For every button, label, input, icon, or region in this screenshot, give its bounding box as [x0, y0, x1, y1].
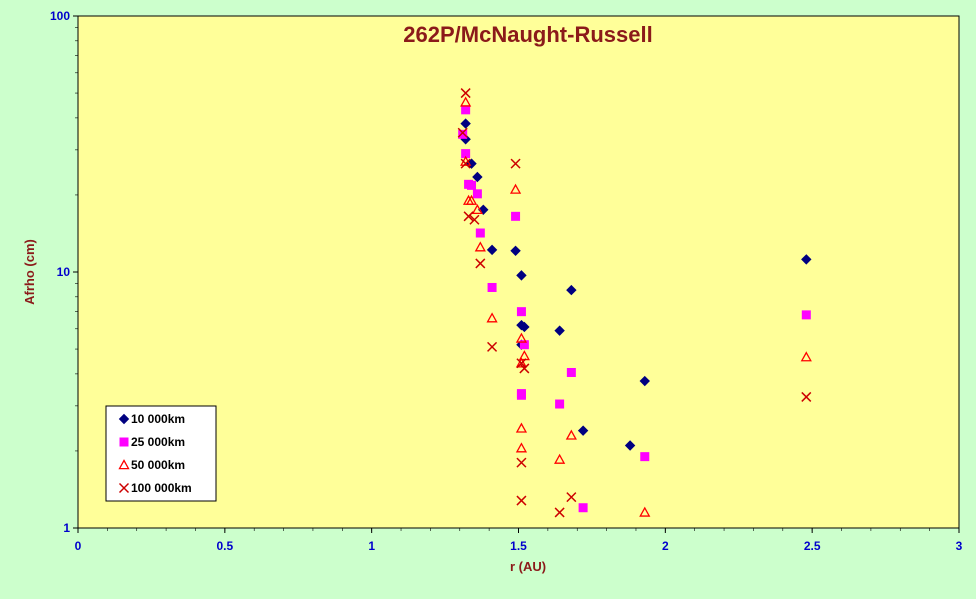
- x-tick-label: 1: [368, 539, 375, 553]
- legend-marker: [119, 437, 129, 447]
- data-point: [519, 340, 529, 350]
- data-point: [624, 440, 636, 451]
- data-point: [516, 270, 527, 281]
- data-point: [509, 183, 522, 194]
- y-tick-label: 1: [63, 521, 70, 535]
- data-point: [519, 363, 530, 374]
- data-point: [461, 149, 471, 159]
- data-point: [515, 422, 528, 433]
- data-point: [800, 351, 812, 362]
- x-tick-label: 1.5: [510, 539, 527, 553]
- legend-marker: [118, 482, 130, 494]
- legend-label: 10 000km: [131, 412, 185, 426]
- data-point: [554, 453, 566, 464]
- data-point: [511, 211, 521, 221]
- data-point: [640, 452, 650, 462]
- data-point: [469, 214, 480, 225]
- data-point: [801, 310, 811, 320]
- data-point: [461, 105, 471, 115]
- y-tick-label: 10: [57, 265, 71, 279]
- data-point: [554, 325, 565, 336]
- data-point: [475, 258, 486, 269]
- x-tick-label: 2: [662, 539, 669, 553]
- series-4: [457, 88, 812, 518]
- data-point: [460, 118, 471, 129]
- data-point: [519, 321, 530, 333]
- x-tick-label: 3: [956, 539, 963, 553]
- y-tick-label: 100: [50, 9, 70, 23]
- data-point: [474, 241, 486, 252]
- legend-label: 50 000km: [131, 458, 185, 472]
- data-point: [516, 358, 527, 369]
- data-point: [555, 399, 565, 409]
- legend-label: 100 000km: [131, 481, 192, 495]
- data-point: [463, 211, 474, 222]
- data-point: [458, 129, 468, 139]
- data-point: [578, 503, 588, 513]
- data-point: [472, 189, 482, 199]
- data-point: [515, 442, 528, 453]
- data-point: [515, 332, 528, 343]
- data-point: [486, 312, 498, 323]
- data-point: [801, 254, 812, 265]
- y-axis: 1 10 100: [50, 9, 78, 535]
- data-point: [471, 203, 483, 215]
- data-point: [516, 495, 527, 506]
- x-axis: 0 0.5 1 1.5 2 2.5 3: [75, 528, 963, 553]
- data-point: [801, 391, 812, 402]
- data-point: [516, 389, 526, 399]
- data-point: [487, 282, 497, 292]
- data-point: [472, 171, 483, 183]
- chart-title: 262P/McNaught-Russell: [403, 22, 652, 47]
- legend-marker: [118, 459, 130, 470]
- data-point: [566, 492, 577, 503]
- data-point: [516, 457, 527, 468]
- data-point: [475, 228, 485, 238]
- data-point: [465, 194, 478, 205]
- data-point: [460, 96, 472, 107]
- data-point: [457, 127, 468, 138]
- data-point: [639, 375, 650, 387]
- x-tick-label: 2.5: [804, 539, 821, 553]
- x-tick-label: 0.5: [216, 539, 233, 553]
- data-point: [486, 244, 498, 256]
- data-point: [566, 284, 577, 296]
- data-marks: [457, 88, 812, 518]
- legend-marker: [118, 413, 130, 425]
- data-point: [515, 357, 528, 368]
- data-point: [516, 307, 526, 317]
- series-3: [460, 96, 812, 517]
- x-tick-label: 0: [75, 539, 82, 553]
- data-point: [565, 429, 577, 440]
- data-point: [487, 341, 498, 352]
- plot-area: [77, 15, 960, 529]
- data-point: [577, 425, 589, 436]
- data-point: [460, 158, 471, 169]
- series-2: [458, 105, 811, 513]
- data-point: [566, 367, 576, 377]
- data-point: [510, 245, 521, 257]
- data-point: [510, 158, 521, 169]
- data-point: [460, 88, 471, 99]
- legend: 10 000km 25 000km 50 000km 100 000km: [105, 405, 217, 502]
- data-point: [554, 507, 565, 518]
- data-point: [467, 180, 477, 190]
- y-axis-title: Afrho (cm): [22, 239, 37, 305]
- data-point: [639, 506, 651, 517]
- legend-label: 25 000km: [131, 435, 185, 449]
- x-axis-title: r (AU): [510, 559, 546, 574]
